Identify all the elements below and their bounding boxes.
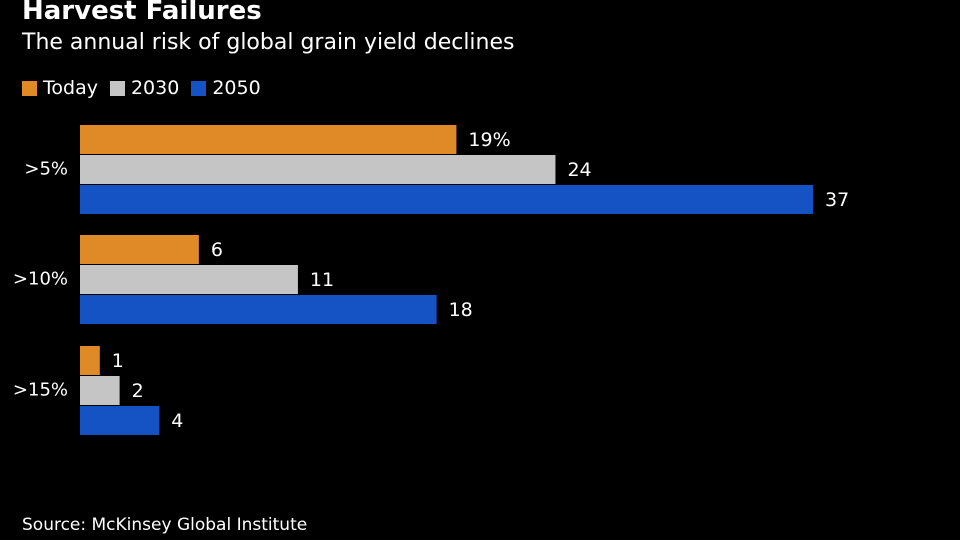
legend-swatch-2050 bbox=[191, 80, 207, 96]
bar-2050-2 bbox=[80, 295, 437, 324]
category-group: >15% 12 4 bbox=[13, 346, 183, 435]
bar-2030-2 bbox=[80, 265, 298, 294]
category-group: >10% 6 11 18 bbox=[13, 235, 473, 324]
legend-swatch-today bbox=[22, 80, 37, 96]
data-label: 1 bbox=[112, 350, 124, 372]
bar-2050-3 bbox=[80, 406, 160, 435]
data-label: 19% bbox=[468, 129, 510, 151]
category-label: >15% bbox=[13, 380, 68, 401]
bar-today-1 bbox=[80, 125, 457, 154]
bar-2030-1 bbox=[80, 155, 556, 184]
data-label: 6 bbox=[211, 239, 223, 261]
chart-subtitle: The annual risk of global grain yield de… bbox=[22, 30, 515, 55]
legend: Today 2030 2050 bbox=[22, 75, 273, 101]
source-note: Source: McKinsey Global Institute bbox=[22, 515, 308, 535]
category-group: >5% 19% 24 37 bbox=[24, 125, 849, 214]
data-label: 24 bbox=[567, 159, 591, 181]
data-label: 4 bbox=[171, 410, 183, 432]
data-label: 37 bbox=[825, 189, 849, 211]
data-label: 11 bbox=[310, 269, 334, 291]
bar-today-3 bbox=[80, 346, 100, 375]
legend-swatch-2030 bbox=[109, 80, 125, 96]
legend-item-2030: 2030 bbox=[109, 77, 180, 99]
legend-label-2050: 2050 bbox=[212, 77, 261, 99]
legend-item-2050: 2050 bbox=[191, 77, 261, 99]
legend-item-today: Today bbox=[22, 77, 98, 99]
category-label: >5% bbox=[24, 159, 68, 180]
category-label: >10% bbox=[13, 269, 68, 290]
data-label: 2 bbox=[132, 380, 144, 402]
bar-2030-3 bbox=[80, 376, 120, 405]
bar-today-2 bbox=[80, 235, 199, 264]
legend-label-2030: 2030 bbox=[130, 77, 180, 99]
chart-title: Harvest Failures bbox=[22, 0, 262, 26]
legend-label-today: Today bbox=[43, 77, 98, 99]
bar-2050-1 bbox=[80, 185, 813, 214]
data-label: 18 bbox=[449, 299, 473, 321]
